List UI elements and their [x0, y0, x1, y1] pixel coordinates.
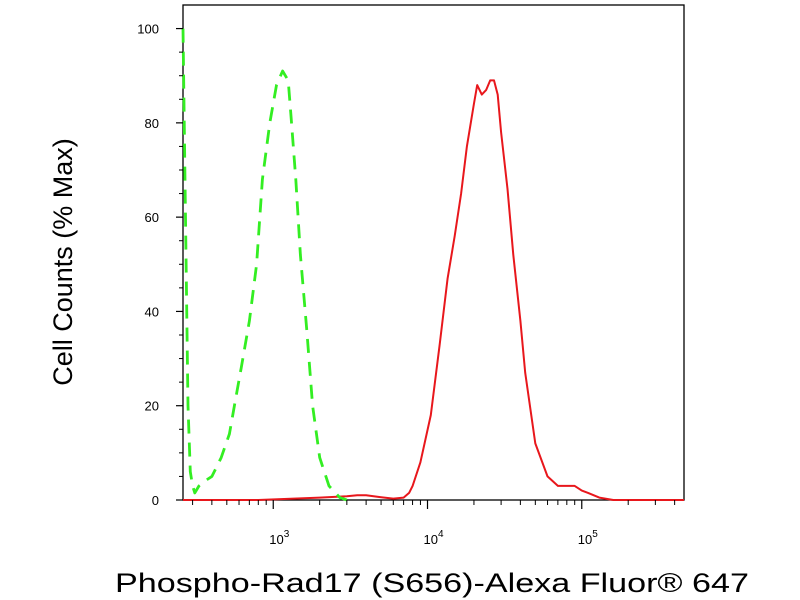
y-tick-label: 60 — [145, 210, 159, 225]
y-tick-label: 20 — [145, 399, 159, 414]
y-tick-label: 80 — [145, 116, 159, 131]
plot-axes — [182, 4, 685, 501]
y-axis-title: Cell Counts (% Max) — [48, 138, 78, 386]
x-tick-label: 104 — [423, 529, 443, 547]
y-tick-label: 40 — [145, 304, 159, 319]
series-layer — [181, 28, 684, 502]
series-line-1 — [183, 79, 684, 501]
y-tick-label: 0 — [152, 493, 159, 508]
x-tick-label: 105 — [578, 529, 598, 547]
tick-layer: 0 20 40 60 80 100 103 104 105 — [137, 22, 676, 547]
y-tick-label: 100 — [137, 22, 159, 37]
series-line-2 — [181, 28, 348, 502]
x-axis-title: Phospho-Rad17 (S656)-Alexa Fluor® 647 — [115, 568, 749, 598]
x-tick-label: 103 — [269, 529, 289, 547]
plot-frame — [182, 4, 685, 501]
